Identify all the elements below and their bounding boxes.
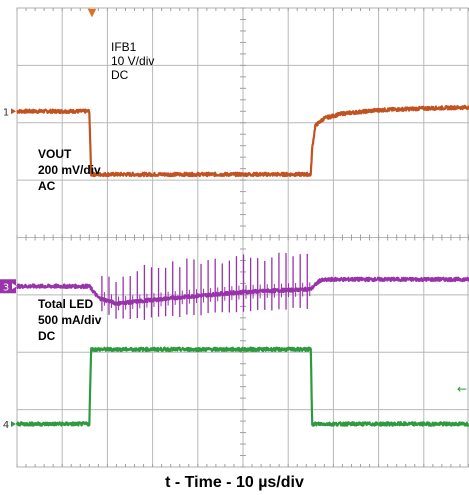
led-name: Total LED	[38, 297, 94, 311]
led-scale: 500 mA/div	[38, 313, 102, 327]
channel-marker-vout-box	[0, 279, 16, 294]
ifb1-name: IFB1	[111, 40, 137, 54]
channel-marker-vout: 3	[3, 282, 9, 293]
ifb1-scale: 10 V/div	[111, 54, 155, 68]
vout-name: VOUT	[38, 147, 72, 161]
ifb1-label: IFB1 10 V/div DC	[111, 40, 154, 82]
trace-ifb1	[16, 104, 469, 178]
trace-total-led	[15, 346, 469, 427]
trigger-marker: ▼	[88, 6, 97, 19]
channel-marker-ifb1: 1	[3, 107, 9, 118]
channel-marker-vout-arrow	[12, 283, 17, 290]
channel-markers: 1 3 4	[0, 107, 17, 431]
led-coupling: DC	[38, 329, 56, 343]
x-axis-label: t - Time - 10 µs/div	[165, 474, 304, 491]
vout-label: VOUT 200 mV/div AC	[38, 146, 101, 194]
ifb1-coupling: DC	[111, 68, 129, 82]
right-edge-marker: ←	[457, 382, 467, 396]
channel-marker-total-led-arrow	[11, 420, 16, 427]
channel-marker-total-led: 4	[3, 420, 9, 431]
traces	[15, 104, 469, 427]
vout-scale: 200 mV/div	[38, 163, 101, 177]
led-label: Total LED 500 mA/div DC	[38, 296, 101, 344]
grid	[16, 7, 469, 468]
vout-coupling: AC	[38, 179, 56, 193]
channel-marker-ifb1-arrow	[11, 108, 16, 115]
